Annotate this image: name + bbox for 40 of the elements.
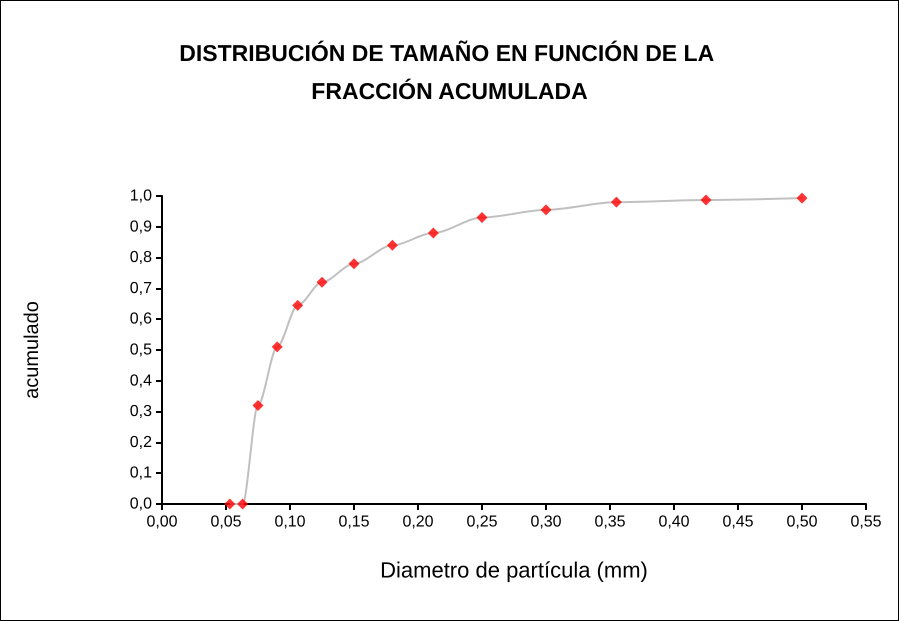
point [476, 212, 488, 224]
x-tick-label: 0,20 [402, 514, 434, 530]
x-tick-label: 0,55 [850, 514, 882, 530]
x-tick-label: 0,15 [338, 514, 370, 530]
x-axis-title: Diametro de partícula (mm) [380, 558, 648, 582]
point [348, 258, 360, 270]
point [252, 400, 264, 411]
chart-title: DISTRIBUCIÓN DE TAMAÑO EN FUNCIÓN DE LA FRACCIÓN ACUMULADA [179, 40, 720, 104]
point [386, 240, 398, 251]
point [292, 300, 304, 311]
point [796, 192, 808, 204]
point [700, 194, 712, 206]
x-tick-label: 0,50 [786, 514, 818, 530]
point [428, 227, 439, 238]
x-tick-label: 0,05 [210, 514, 242, 530]
point [237, 498, 248, 510]
x-tick-label: 0,35 [594, 514, 626, 530]
y-tick-label: 0,7 [130, 280, 152, 297]
y-axis-title: acumulado [21, 301, 43, 399]
y-tick-label: 0,2 [130, 434, 152, 451]
point [224, 498, 236, 510]
y-tick-label: 0,3 [130, 403, 152, 420]
point [316, 276, 328, 288]
x-tick-label: 0,40 [658, 514, 690, 530]
y-tick-label: 0,0 [130, 496, 152, 512]
x-tick-label: 0,00 [146, 514, 178, 530]
y-tick-label: 0,8 [130, 249, 152, 266]
y-tick-label: 0,6 [130, 310, 152, 328]
y-tick-label: 1,0 [130, 188, 152, 204]
x-tick-label: 0,45 [722, 514, 754, 530]
y-tick-label: 0,4 [130, 372, 152, 390]
x-tick-label: 0,30 [530, 514, 562, 530]
y-tick-label: 0,9 [130, 218, 152, 236]
point [610, 196, 622, 208]
x-tick-label: 0,25 [466, 514, 498, 530]
point [540, 204, 552, 216]
x-tick-label: 0,10 [274, 514, 306, 530]
y-tick-label: 0,5 [130, 342, 152, 358]
y-tick-label: 0,1 [130, 464, 152, 482]
point [272, 341, 283, 352]
